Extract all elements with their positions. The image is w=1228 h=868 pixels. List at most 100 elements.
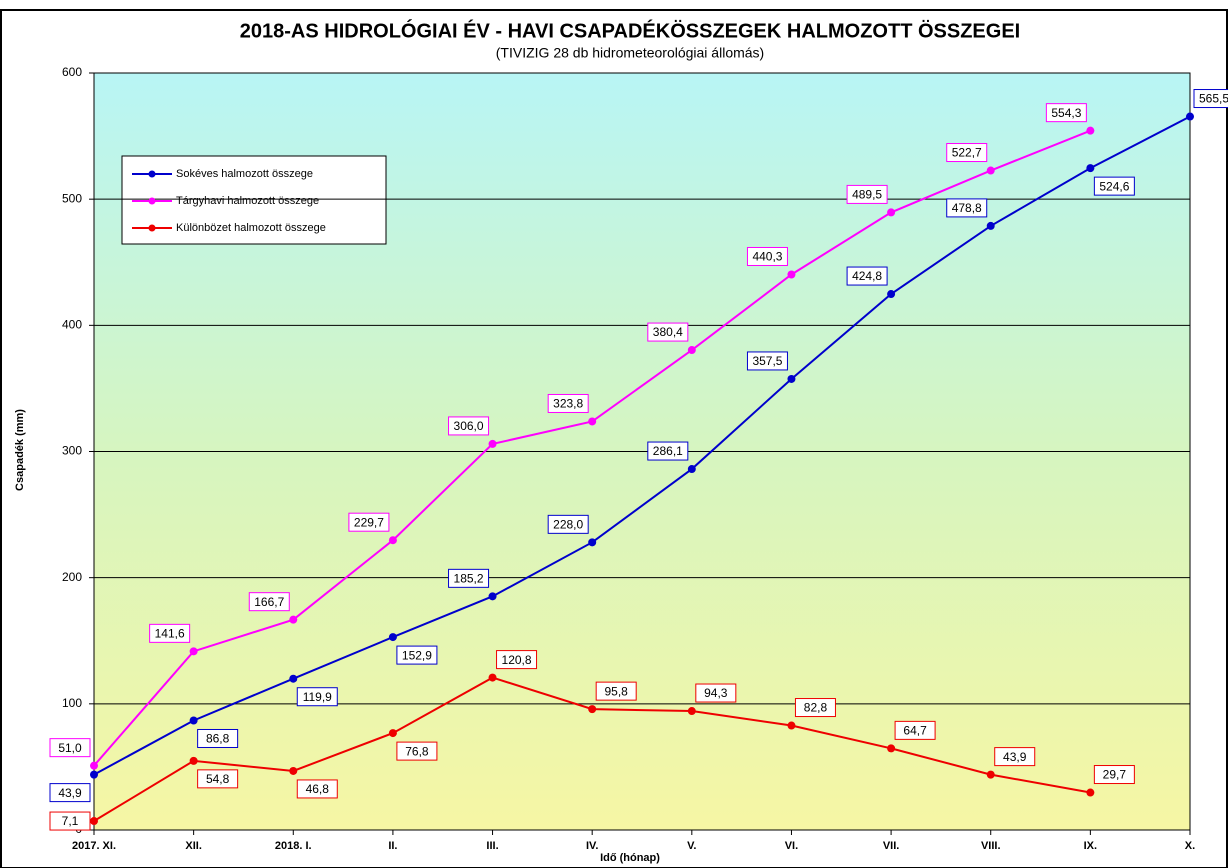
legend-label: Tárgyhavi halmozott összege [176, 195, 319, 207]
x-tick-label: VI. [785, 840, 798, 852]
data-point [388, 633, 397, 642]
value-label: 94,3 [704, 686, 728, 700]
y-tick-label: 200 [62, 570, 82, 584]
data-point [189, 716, 198, 725]
value-label: 228,0 [553, 518, 583, 532]
value-label: 119,9 [303, 690, 332, 704]
value-label-box [994, 747, 1036, 767]
data-point [887, 744, 896, 753]
value-label-box [746, 246, 788, 266]
value-label: 380,4 [653, 325, 683, 339]
series-line [93, 115, 1191, 776]
data-point [189, 756, 198, 765]
value-label-box [396, 645, 438, 665]
value-label-box [1193, 89, 1228, 109]
value-label-box [846, 184, 888, 204]
data-point [488, 673, 497, 682]
data-point [189, 647, 198, 656]
x-tick-label: V. [687, 840, 696, 852]
legend-label: Különbözet halmozott összege [176, 222, 326, 234]
data-point [787, 374, 796, 383]
value-label: 185,2 [454, 572, 484, 586]
value-label-box [1093, 765, 1135, 785]
data-point [588, 705, 597, 714]
y-tick-label: 300 [62, 444, 82, 458]
value-label: 554,3 [1051, 106, 1081, 120]
value-label-box [794, 698, 836, 718]
value-label-box [547, 514, 589, 534]
y-axis-title: Csapadék (mm) [14, 409, 26, 491]
y-tick-label: 400 [62, 318, 82, 332]
x-tick-label: XII. [185, 840, 202, 852]
chart-title: 2018-AS HIDROLÓGIAI ÉV - HAVI CSAPADÉKÖS… [240, 18, 1020, 42]
value-label: 424,8 [852, 269, 882, 283]
value-label: 166,7 [254, 595, 284, 609]
value-label: 478,8 [952, 201, 982, 215]
value-label: 357,5 [752, 354, 782, 368]
value-label: 565,5 [1199, 92, 1228, 106]
data-point [90, 761, 98, 770]
data-point [289, 674, 298, 683]
value-label-box [49, 811, 91, 831]
data-point [289, 615, 298, 624]
data-point [687, 346, 696, 355]
value-label-box [647, 322, 689, 342]
value-label: 46,8 [306, 782, 330, 796]
data-point [488, 439, 497, 448]
value-label: 440,3 [752, 250, 782, 264]
y-tick-label: 100 [62, 696, 82, 710]
chart-subtitle: (TIVIZIG 28 db hidrometeorológiai állomá… [496, 45, 764, 61]
y-tick-label: 500 [62, 191, 82, 205]
data-point [986, 770, 995, 779]
value-label-box [49, 783, 91, 803]
value-label-box [296, 779, 338, 799]
value-label-box [248, 592, 290, 612]
value-label-box [647, 441, 689, 461]
value-label: 522,7 [952, 146, 982, 160]
frame [0, 9, 1228, 868]
data-point [90, 817, 98, 826]
value-label: 489,5 [852, 188, 882, 202]
value-label: 524,6 [1099, 179, 1129, 193]
value-label: 229,7 [354, 515, 384, 529]
data-point [90, 770, 98, 779]
data-point [1086, 164, 1095, 173]
y-tick-label: 600 [62, 65, 82, 79]
legend-marker [148, 170, 156, 178]
data-point [687, 465, 696, 474]
x-tick-label: 2017. XI. [72, 840, 116, 852]
value-label-box [496, 650, 538, 670]
value-label: 64,7 [903, 724, 927, 738]
data-point [1186, 112, 1194, 121]
x-tick-label: X. [1185, 840, 1195, 852]
legend-label: Sokéves halmozott összege [176, 168, 313, 180]
value-label: 141,6 [155, 627, 185, 641]
value-label-box [846, 266, 888, 286]
legend-marker [148, 224, 156, 232]
data-point [787, 721, 796, 730]
value-label-box [197, 728, 239, 748]
value-label: 86,8 [206, 732, 230, 746]
value-label-box [946, 198, 988, 218]
value-label: 43,9 [1003, 750, 1027, 764]
data-point [887, 290, 896, 299]
value-label: 51,0 [58, 741, 82, 755]
value-label-box [396, 741, 438, 761]
value-label: 43,9 [58, 786, 82, 800]
value-label: 82,8 [804, 701, 828, 715]
value-label: 54,8 [206, 772, 230, 786]
data-point [588, 417, 597, 426]
value-label-box [348, 512, 390, 532]
value-label-box [894, 720, 936, 740]
data-point [787, 270, 796, 279]
value-label: 7,1 [62, 814, 79, 828]
x-tick-label: VIII. [981, 840, 1001, 852]
value-label-box [296, 687, 338, 707]
legend-marker [148, 197, 156, 205]
data-point [588, 538, 597, 547]
value-label-box [946, 143, 988, 163]
value-label-box [547, 393, 589, 413]
data-point [289, 766, 298, 775]
x-tick-label: III. [486, 840, 498, 852]
